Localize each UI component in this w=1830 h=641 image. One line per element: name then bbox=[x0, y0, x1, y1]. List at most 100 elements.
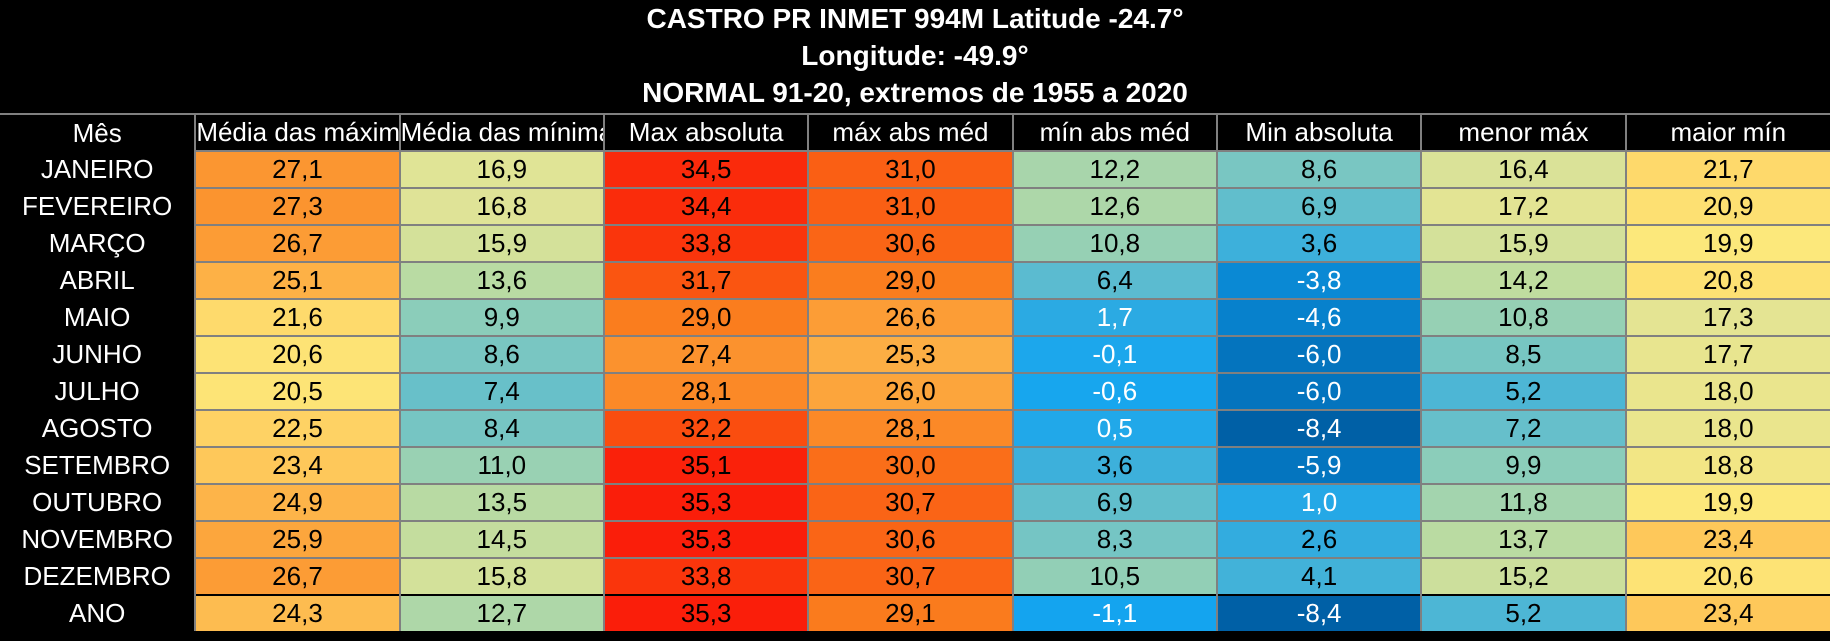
data-cell: 8,5 bbox=[1420, 335, 1626, 373]
row-label: MAIO bbox=[0, 299, 196, 336]
data-cell: 31,7 bbox=[602, 261, 809, 299]
data-cell: 26,0 bbox=[807, 372, 1013, 410]
table-row: ABRIL 25,1 13,6 31,7 29,0 6,4 -3,8 14,2 20,8 bbox=[0, 261, 1830, 299]
data-cell: 8,3 bbox=[1011, 520, 1217, 558]
data-cell: 20,8 bbox=[1624, 261, 1830, 299]
column-header: Média das mínimas bbox=[398, 113, 604, 151]
data-cell: 17,7 bbox=[1624, 335, 1830, 373]
data-cell: 15,9 bbox=[398, 224, 604, 262]
data-cell: 10,5 bbox=[1011, 557, 1217, 595]
row-label: ANO bbox=[0, 595, 196, 631]
data-cell: 11,0 bbox=[398, 446, 604, 484]
data-cell: 16,8 bbox=[398, 187, 604, 225]
data-cell: 11,8 bbox=[1420, 483, 1626, 521]
column-header: Média das máximas bbox=[194, 113, 400, 151]
data-cell: -0,6 bbox=[1011, 372, 1217, 410]
row-label: AGOSTO bbox=[0, 410, 196, 447]
row-label: JUNHO bbox=[0, 336, 196, 373]
data-cell: 6,4 bbox=[1011, 261, 1217, 299]
data-cell: 14,5 bbox=[398, 520, 604, 558]
data-cell: 25,9 bbox=[194, 520, 400, 558]
data-cell: 34,5 bbox=[602, 150, 809, 188]
column-header: mín abs méd bbox=[1011, 113, 1217, 151]
data-cell: 30,6 bbox=[807, 224, 1013, 262]
data-cell: 20,9 bbox=[1624, 187, 1830, 225]
data-cell: 21,7 bbox=[1624, 150, 1830, 188]
data-cell: 15,2 bbox=[1420, 557, 1626, 595]
title-line-1: CASTRO PR INMET 994M Latitude -24.7° bbox=[646, 3, 1184, 34]
table-row: ANO 24,3 12,7 35,3 29,1 -1,1 -8,4 5,2 23,4 bbox=[0, 594, 1830, 631]
data-cell: 6,9 bbox=[1215, 187, 1422, 225]
data-cell: 23,4 bbox=[1624, 594, 1830, 631]
data-cell: 17,3 bbox=[1624, 298, 1830, 336]
data-cell: 35,3 bbox=[602, 483, 809, 521]
data-cell: 14,2 bbox=[1420, 261, 1626, 299]
data-cell: 12,7 bbox=[398, 594, 604, 631]
data-cell: 20,6 bbox=[194, 335, 400, 373]
data-cell: 10,8 bbox=[1011, 224, 1217, 262]
row-label: ABRIL bbox=[0, 262, 196, 299]
data-cell: 26,7 bbox=[194, 557, 400, 595]
column-header-month: Mês bbox=[0, 113, 196, 151]
table-row: DEZEMBRO 26,7 15,8 33,8 30,7 10,5 4,1 15,2 20,6 bbox=[0, 557, 1830, 595]
data-cell: 26,6 bbox=[807, 298, 1013, 336]
data-cell: 35,1 bbox=[602, 446, 809, 484]
data-cell: 15,9 bbox=[1420, 224, 1626, 262]
data-cell: 15,8 bbox=[398, 557, 604, 595]
column-header: menor máx bbox=[1420, 113, 1626, 151]
data-cell: -4,6 bbox=[1215, 298, 1422, 336]
data-cell: 6,9 bbox=[1011, 483, 1217, 521]
data-cell: 8,4 bbox=[398, 409, 604, 447]
table-row: JULHO 20,5 7,4 28,1 26,0 -0,6 -6,0 5,2 18,0 bbox=[0, 372, 1830, 410]
data-cell: 3,6 bbox=[1215, 224, 1422, 262]
data-cell: 29,0 bbox=[602, 298, 809, 336]
data-cell: 12,6 bbox=[1011, 187, 1217, 225]
data-cell: 18,0 bbox=[1624, 372, 1830, 410]
data-cell: 8,6 bbox=[398, 335, 604, 373]
column-header: Min absoluta bbox=[1215, 113, 1422, 151]
title-line-3: NORMAL 91-20, extremos de 1955 a 2020 bbox=[642, 77, 1188, 108]
data-cell: 2,6 bbox=[1215, 520, 1422, 558]
data-cell: 7,4 bbox=[398, 372, 604, 410]
title-line-2: Longitude: -49.9° bbox=[801, 40, 1029, 71]
row-label: JANEIRO bbox=[0, 151, 196, 188]
data-cell: 25,3 bbox=[807, 335, 1013, 373]
data-cell: 35,3 bbox=[602, 594, 809, 631]
table-row: JANEIRO 27,1 16,9 34,5 31,0 12,2 8,6 16,4 21,7 bbox=[0, 150, 1830, 188]
table-row: MARÇO 26,7 15,9 33,8 30,6 10,8 3,6 15,9 19,9 bbox=[0, 224, 1830, 262]
data-cell: 20,5 bbox=[194, 372, 400, 410]
data-cell: 26,7 bbox=[194, 224, 400, 262]
data-cell: 0,5 bbox=[1011, 409, 1217, 447]
data-cell: 32,2 bbox=[602, 409, 809, 447]
data-cell: 28,1 bbox=[807, 409, 1013, 447]
data-cell: 16,4 bbox=[1420, 150, 1626, 188]
data-cell: 33,8 bbox=[602, 224, 809, 262]
data-cell: 28,1 bbox=[602, 372, 809, 410]
data-cell: -6,0 bbox=[1215, 335, 1422, 373]
data-cell: 18,0 bbox=[1624, 409, 1830, 447]
row-label: MARÇO bbox=[0, 225, 196, 262]
data-cell: 33,8 bbox=[602, 557, 809, 595]
data-cell: 30,0 bbox=[807, 446, 1013, 484]
data-cell: 27,3 bbox=[194, 187, 400, 225]
data-cell: 19,9 bbox=[1624, 483, 1830, 521]
data-cell: 23,4 bbox=[1624, 520, 1830, 558]
data-cell: 7,2 bbox=[1420, 409, 1626, 447]
table-row: AGOSTO 22,5 8,4 32,2 28,1 0,5 -8,4 7,2 18,0 bbox=[0, 409, 1830, 447]
row-label: SETEMBRO bbox=[0, 447, 196, 484]
table-row: FEVEREIRO 27,3 16,8 34,4 31,0 12,6 6,9 17,2 20,9 bbox=[0, 187, 1830, 225]
data-cell: -1,1 bbox=[1011, 594, 1217, 631]
data-cell: 30,7 bbox=[807, 557, 1013, 595]
row-label: DEZEMBRO bbox=[0, 558, 196, 595]
data-cell: 24,3 bbox=[194, 594, 400, 631]
table-row: MAIO 21,6 9,9 29,0 26,6 1,7 -4,6 10,8 17,3 bbox=[0, 298, 1830, 336]
data-cell: -6,0 bbox=[1215, 372, 1422, 410]
column-header: Max absoluta bbox=[602, 113, 809, 151]
data-cell: 30,6 bbox=[807, 520, 1013, 558]
data-cell: -3,8 bbox=[1215, 261, 1422, 299]
data-cell: 19,9 bbox=[1624, 224, 1830, 262]
data-cell: 1,0 bbox=[1215, 483, 1422, 521]
data-cell: 27,4 bbox=[602, 335, 809, 373]
data-cell: 1,7 bbox=[1011, 298, 1217, 336]
data-cell: 17,2 bbox=[1420, 187, 1626, 225]
